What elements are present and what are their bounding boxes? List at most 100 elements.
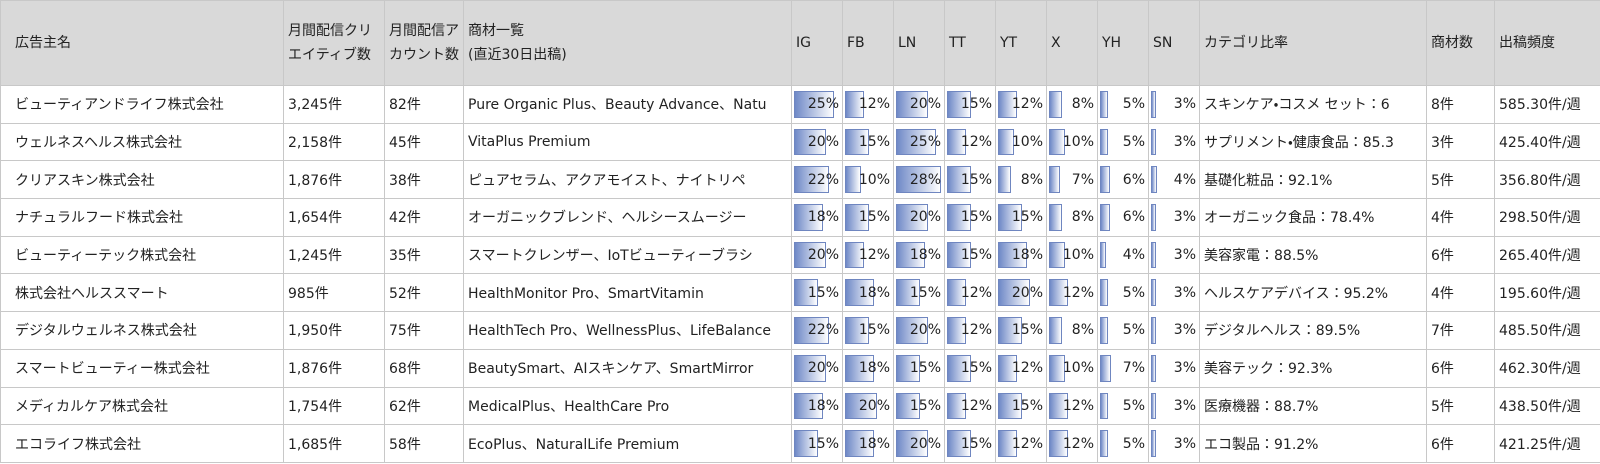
cell: 医療機器：88.7% [1199,386,1427,426]
channel-share-cell: 12% [1046,273,1098,313]
data-bar [794,392,823,420]
data-bar [947,354,972,382]
advertiser-row: ウェルネスヘルス株式会社 2,158件 45件 VitaPlus Premium 20%… [0,122,1600,162]
share-label: 15% [960,360,992,377]
cell: サプリメント・健康食品：85.3 [1199,122,1427,162]
share-label: 15% [807,435,839,452]
data-bar [1100,91,1109,118]
data-bar [1049,91,1062,118]
cell: 1,754件 [283,386,385,426]
cell: 3件 [1426,122,1495,162]
channel-share-cell: 10% [995,122,1047,162]
channel-share-cell: 25% [791,85,843,124]
share-label: 5% [1122,322,1145,339]
cell: 356.80件/週 [1494,160,1600,200]
cell: 基礎化粧品：92.1% [1199,160,1427,200]
data-bar [845,317,870,344]
data-bar [1100,430,1109,457]
channel-share-cell: 18% [842,424,894,463]
data-bar [1100,241,1107,269]
share-label: 6% [1122,171,1145,188]
cell: 485.50件/週 [1494,311,1600,350]
cell: 2,158件 [283,122,385,162]
channel-share-cell: 8% [1046,311,1098,350]
share-label: 3% [1173,134,1196,151]
channel-share-cell: 15% [944,85,996,124]
data-bar [1100,128,1109,156]
channel-share-cell: 3% [1148,122,1200,162]
data-bar [794,317,830,344]
data-bar [1049,392,1069,420]
share-label: 15% [1011,397,1043,414]
channel-share-cell: 8% [995,160,1047,200]
data-bar [1151,204,1156,231]
share-label: 15% [960,435,992,452]
share-label: 18% [807,397,839,414]
cell: 5件 [1426,386,1495,426]
channel-share-cell: 3% [1148,386,1200,426]
cell: ナチュラルフード株式会社 [0,198,284,237]
share-label: 20% [807,360,839,377]
share-label: 5% [1122,134,1145,151]
share-label: 20% [909,209,941,226]
channel-share-cell: 15% [893,273,945,313]
share-label: 20% [909,96,941,113]
cell: 425.40件/週 [1494,122,1600,162]
cell: 4件 [1426,198,1495,237]
data-bar [947,279,967,307]
data-bar [1100,279,1109,307]
share-label: 4% [1122,247,1145,264]
data-bar [794,204,823,231]
cell: Pure Organic Plus、Beauty Advance、Natu [463,85,792,124]
share-label: 15% [960,247,992,264]
share-label: 15% [1011,322,1043,339]
channel-share-cell: 12% [842,85,894,124]
data-bar [896,166,941,194]
share-label: 10% [1062,247,1094,264]
column-header: 月間配信アカウント数 [384,0,464,86]
share-label: 15% [858,322,890,339]
share-label: 12% [858,96,890,113]
share-label: 4% [1173,171,1196,188]
column-header: LN [893,0,945,86]
share-label: 22% [807,322,839,339]
share-label: 15% [960,171,992,188]
cell: 35件 [384,235,464,275]
data-bar [947,241,972,269]
share-label: 3% [1173,284,1196,301]
column-header: SN [1148,0,1200,86]
channel-share-cell: 5% [1097,85,1149,124]
share-label: 12% [1062,397,1094,414]
share-label: 3% [1173,247,1196,264]
data-bar [1151,241,1156,269]
cell: 5件 [1426,160,1495,200]
channel-share-cell: 20% [791,122,843,162]
cell: MedicalPlus、HealthCare Pro [463,386,792,426]
data-bar [845,392,878,420]
channel-share-cell: 20% [995,273,1047,313]
channel-share-cell: 20% [893,85,945,124]
channel-share-cell: 18% [791,198,843,237]
share-label: 12% [1062,435,1094,452]
channel-share-cell: 15% [791,424,843,463]
share-label: 15% [1011,209,1043,226]
share-label: 15% [858,134,890,151]
cell: 195.60件/週 [1494,273,1600,313]
column-header: IG [791,0,843,86]
channel-share-cell: 20% [893,311,945,350]
channel-share-cell: 20% [893,424,945,463]
cell: HealthTech Pro、WellnessPlus、LifeBalance [463,311,792,350]
data-bar [794,241,827,269]
data-bar [845,204,870,231]
cell: ウェルネスヘルス株式会社 [0,122,284,162]
share-label: 5% [1122,397,1145,414]
share-label: 12% [960,397,992,414]
channel-share-cell: 4% [1097,235,1149,275]
column-header: 広告主名 [0,0,284,86]
cell: 1,654件 [283,198,385,237]
channel-share-cell: 12% [995,424,1047,463]
data-bar [794,354,827,382]
data-bar [1151,354,1156,382]
cell: オーガニック食品：78.4% [1199,198,1427,237]
cell: 75件 [384,311,464,350]
